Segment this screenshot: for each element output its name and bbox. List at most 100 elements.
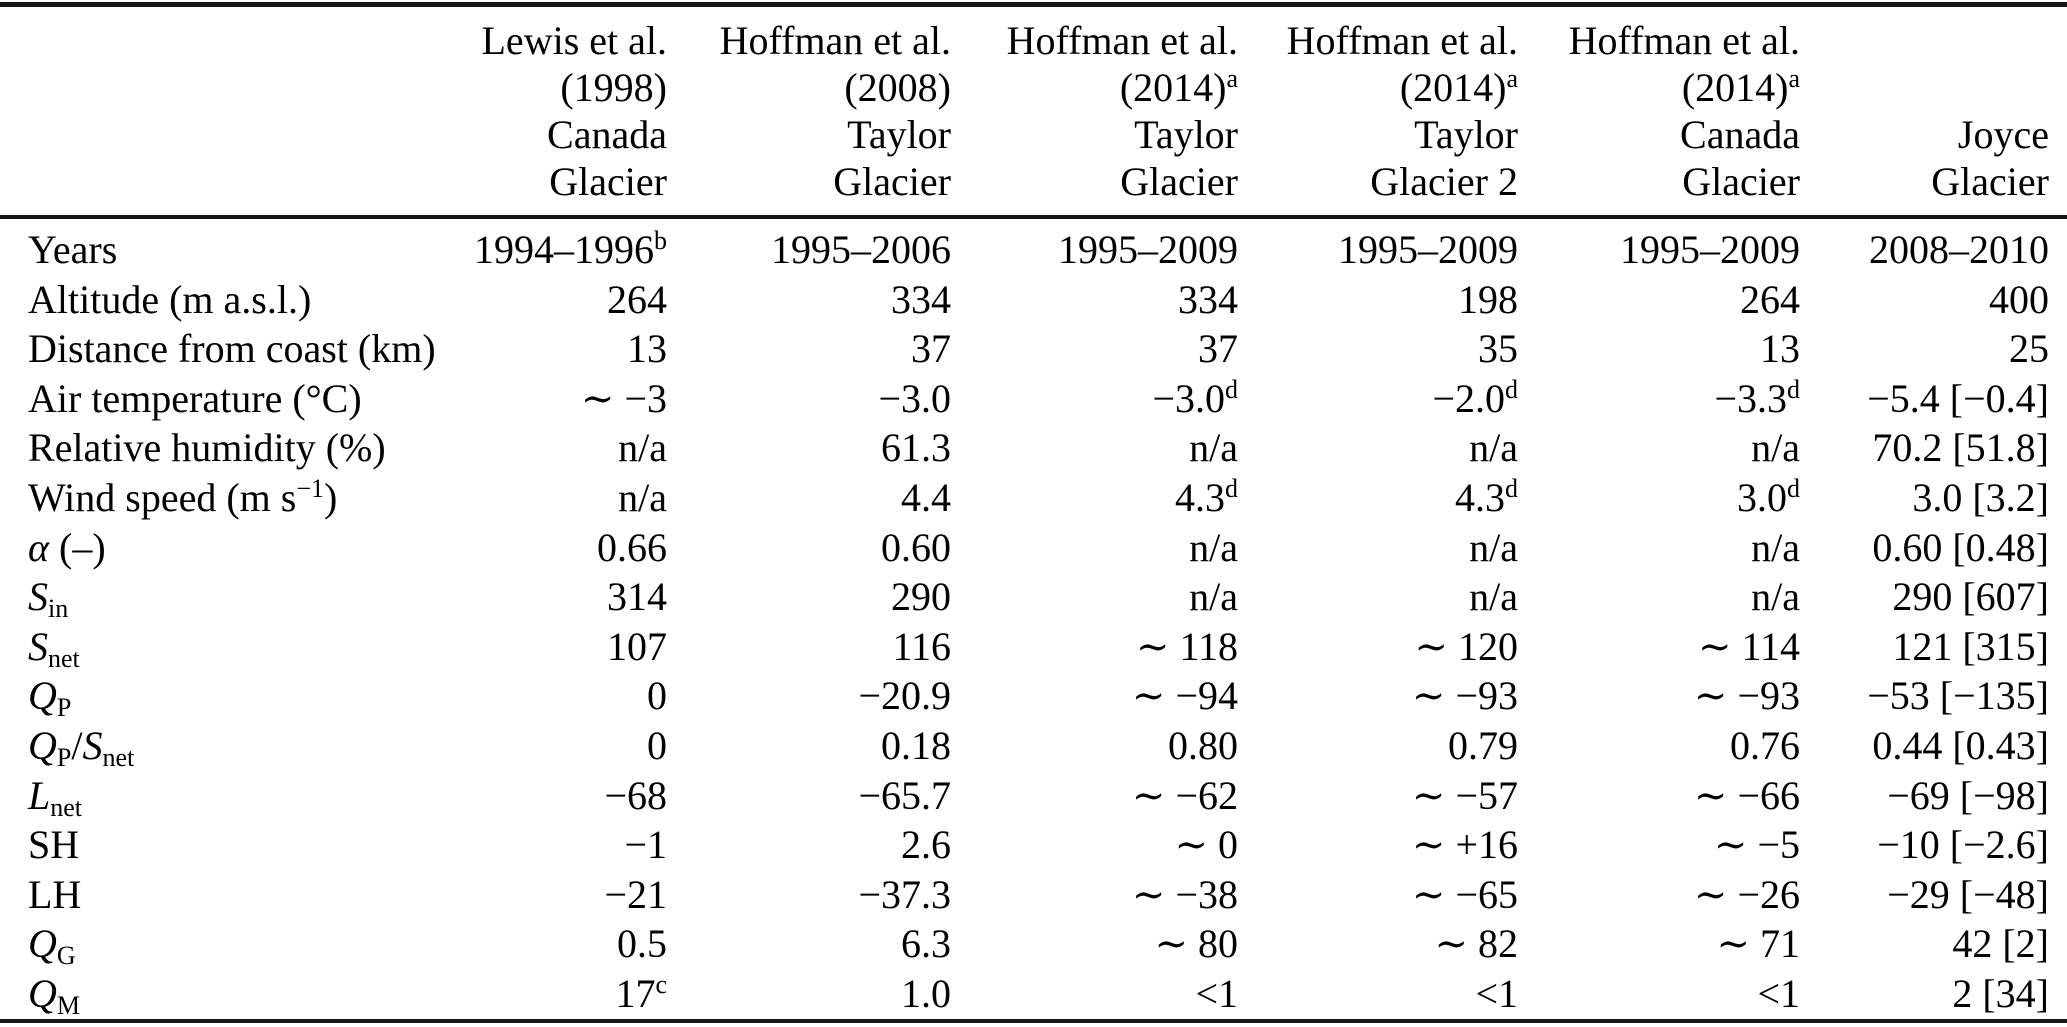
header-line: Hoffman et al. [1238, 17, 1518, 64]
cell-value: ∼ −93 [1693, 673, 1800, 719]
cell: 400 [1800, 275, 2067, 325]
cell-value: 35 [1478, 326, 1518, 372]
cell: 2.6 [667, 820, 951, 870]
cell-value: n/a [1469, 524, 1518, 570]
cell: 2008–2010 [1800, 217, 2067, 275]
header-text: Hoffman et al. [1286, 18, 1518, 63]
table-row-sh: SH −1 2.6 ∼ 0 ∼ +16 ∼ −5 −10 [−2.6] [0, 820, 2067, 870]
table-row-relative-humidity: Relative humidity (%) n/a 61.3 n/a n/a n/a 70.… [0, 423, 2067, 473]
column-header-hoffman-2014-taylor2: Hoffman et al. (2014)a Taylor Glacier 2 [1238, 4, 1518, 219]
cell: 334 [951, 275, 1238, 325]
header-line: Glacier [1800, 158, 2049, 205]
header-line: (1998) [420, 64, 667, 111]
cell: ∼ −5 [1518, 820, 1800, 870]
footnote-marker: a [1788, 64, 1800, 93]
text-segment: Air temperature (°C) [28, 375, 362, 421]
table-row-wind-speed: Wind speed (m s−1) n/a 4.4 4.3d 4.3d 3.0d 3.0 … [0, 473, 2067, 523]
cell-value: ∼ 0 [1174, 822, 1238, 868]
cell: 121 [315] [1800, 622, 2067, 672]
cell-value: 0.44 [0.43] [1872, 722, 2049, 768]
header-line: Glacier [420, 158, 667, 205]
cell-value: n/a [1189, 574, 1238, 620]
cell: n/a [1238, 523, 1518, 573]
cell: n/a [1518, 423, 1800, 473]
header-text: Glacier [1931, 159, 2049, 204]
cell-value: 314 [607, 574, 667, 620]
row-label-air-temperature: Air temperature (°C) [0, 374, 420, 424]
cell-value: 0.60 [881, 524, 951, 570]
cell: n/a [420, 473, 667, 523]
header-text: Glacier [1682, 159, 1800, 204]
cell-value: 121 [315] [1892, 623, 2049, 669]
cell: n/a [951, 523, 1238, 573]
cell: n/a [1518, 572, 1800, 622]
cell-value: 290 [891, 574, 951, 620]
cell-value: 2.6 [901, 822, 951, 868]
cell: 70.2 [51.8] [1800, 423, 2067, 473]
header-line: Taylor [951, 111, 1238, 158]
header-line: Glacier [667, 158, 951, 205]
header-text: Glacier [1120, 159, 1238, 204]
cell-value: 198 [1458, 276, 1518, 322]
cell-value: 0.76 [1730, 722, 1800, 768]
cell: 37 [667, 324, 951, 374]
cell: 1995–2009 [951, 217, 1238, 275]
cell-value: 0.18 [881, 722, 951, 768]
text-segment: (–) [49, 524, 106, 570]
cell: 1.0 [667, 969, 951, 1021]
column-header-lewis-1998-canada: Lewis et al. (1998) Canada Glacier [420, 4, 667, 219]
cell-value: n/a [1751, 524, 1800, 570]
cell: 25 [1800, 324, 2067, 374]
table-row-years: Years 1994–1996b 1995–2006 1995–2009 1995–20… [0, 217, 2067, 275]
cell-value: n/a [1189, 425, 1238, 471]
row-label-q-p-over-s-net: QP/Snet [0, 721, 420, 771]
cell-value: 1995–2009 [1058, 227, 1238, 272]
text-segment: Wind speed (m s [28, 474, 297, 520]
column-header-hoffman-2014-taylor: Hoffman et al. (2014)a Taylor Glacier [951, 4, 1238, 219]
header-text: Joyce [1957, 112, 2049, 157]
table-row-s-net: Snet 107 116 ∼ 118 ∼ 120 ∼ 114 121 [315] [0, 622, 2067, 672]
cell-value: n/a [618, 425, 667, 471]
cell: ∼ −93 [1518, 671, 1800, 721]
header-text: (2008) [844, 65, 951, 110]
cell-value: 17 [615, 970, 656, 1016]
cell: 0 [420, 721, 667, 771]
cell: −1 [420, 820, 667, 870]
cell-value: 0.66 [597, 524, 667, 570]
cell: 116 [667, 622, 951, 672]
header-line: Glacier [951, 158, 1238, 205]
cell-value: 2008–2010 [1869, 227, 2049, 272]
header-line: Canada [420, 111, 667, 158]
cell-value: 4.4 [901, 474, 951, 520]
cell: 4.3d [1238, 473, 1518, 523]
cell-value: 61.3 [881, 425, 951, 471]
table-row-distance-from-coast: Distance from coast (km) 13 37 37 35 13 25 [0, 324, 2067, 374]
header-line: Taylor [1238, 111, 1518, 158]
table-row-s-in: Sin 314 290 n/a n/a n/a 290 [607] [0, 572, 2067, 622]
cell: 0.60 [0.48] [1800, 523, 2067, 573]
text-segment: S [28, 574, 48, 620]
header-line: (2014)a [1518, 64, 1800, 111]
cell: <1 [1238, 969, 1518, 1021]
header-text: Glacier 2 [1370, 159, 1518, 204]
row-label-s-in: Sin [0, 572, 420, 622]
cell: ∼ 80 [951, 919, 1238, 969]
cell-value: ∼ −26 [1693, 871, 1800, 917]
cell-value: <1 [1195, 970, 1238, 1016]
cell-value: 0.80 [1168, 722, 1238, 768]
cell-value: ∼ −57 [1411, 772, 1518, 818]
cell-value: −68 [604, 772, 667, 818]
cell: n/a [420, 423, 667, 473]
text-segment: P [56, 742, 72, 772]
cell-value: −21 [604, 871, 667, 917]
header-text: Hoffman et al. [1006, 18, 1238, 63]
cell: ∼ +16 [1238, 820, 1518, 870]
footnote-marker: d [1225, 473, 1238, 503]
text-segment: S [82, 722, 103, 768]
header-line: Taylor [667, 111, 951, 158]
cell: 0.76 [1518, 721, 1800, 771]
cell-value: 37 [1198, 326, 1238, 372]
cell: 1995–2009 [1518, 217, 1800, 275]
cell-value: 13 [1760, 326, 1800, 372]
cell-value: 4.3 [1175, 474, 1225, 520]
